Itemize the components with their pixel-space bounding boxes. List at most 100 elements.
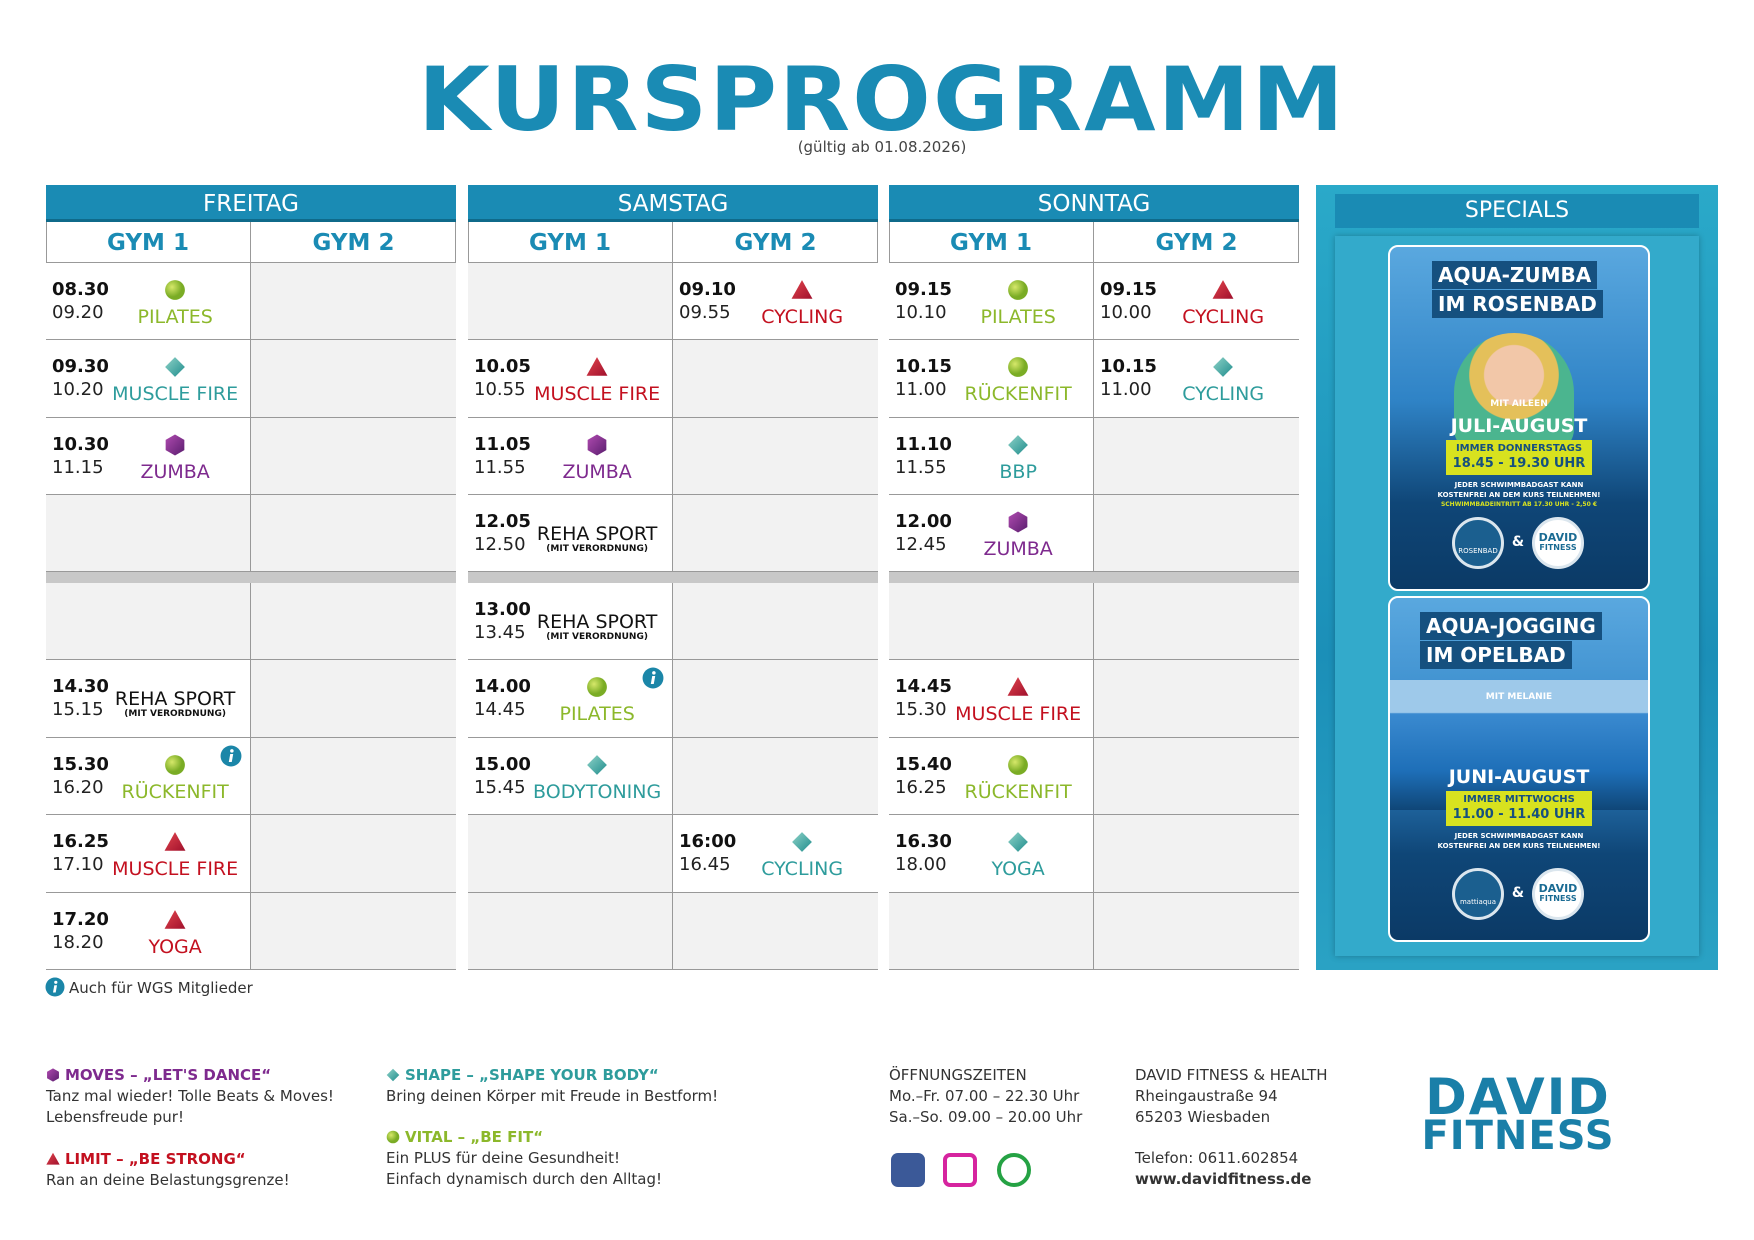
- end-time: 16.20: [52, 776, 104, 798]
- slot: [46, 494, 251, 573]
- end-time: 12.45: [895, 533, 947, 555]
- special-card: AQUA-JOGGING IM OPELBAD MIT MELANIE JUNI-AU…: [1388, 596, 1650, 942]
- legend-line: Einfach dynamisch durch den Alltag!: [386, 1170, 662, 1188]
- category-icon: [587, 434, 607, 456]
- course: CYCLING: [761, 306, 844, 328]
- course-note: (MIT VERORDNUNG): [546, 632, 648, 642]
- special-day: IMMER DONNERSTAGS: [1455, 443, 1583, 454]
- special-card: AQUA-ZUMBA IM ROSENBAD MIT AILEEN JULI-AUGU…: [1388, 245, 1650, 591]
- start-time: 14.00: [474, 676, 531, 698]
- slot: 16.25 17.10 MUSCLE FIRE: [46, 815, 251, 893]
- category-icon: [386, 1130, 400, 1144]
- legend-line: Ran an deine Belastungsgrenze!: [46, 1171, 290, 1189]
- end-time: 09.55: [679, 302, 731, 323]
- slot: [251, 494, 456, 573]
- category-icon: [1008, 754, 1029, 775]
- start-time: 12.00: [895, 510, 952, 532]
- slot: [251, 737, 456, 816]
- course: ZUMBA: [983, 537, 1053, 560]
- day-header: SAMSTAG: [468, 185, 878, 222]
- slot: 10.05 10.55 MUSCLE FIRE: [468, 340, 673, 418]
- slot: [673, 892, 878, 970]
- slot: 12.05 12.50 REHA SPORT (MIT VERORDNUNG): [468, 494, 673, 573]
- contact-name: DAVID FITNESS & HEALTH: [1135, 1066, 1328, 1084]
- course: CYCLING: [1182, 383, 1265, 406]
- brand-logo: DAVID FITNESS: [1532, 517, 1584, 569]
- category-icon: [587, 754, 608, 775]
- slot: 10.15 11.00 CYCLING: [1094, 340, 1299, 418]
- slot: 16.30 18.00 YOGA: [889, 815, 1094, 893]
- whatsapp-icon: [997, 1153, 1031, 1187]
- course-note: (MIT VERORDNUNG): [546, 543, 648, 554]
- course: MUSCLE FIRE: [112, 383, 239, 406]
- slot: 09.15 10.00 CYCLING: [1094, 263, 1299, 341]
- subtitle: (gültig ab 01.08.2026): [797, 138, 967, 156]
- start-time: 10.05: [474, 356, 531, 378]
- footnote: Auch für WGS Mitglieder: [69, 979, 253, 997]
- end-time: 10.20: [52, 379, 104, 401]
- slot: 12.00 12.45 ZUMBA: [889, 494, 1094, 573]
- gym-header: GYM 1: [468, 222, 673, 263]
- category-icon: [1008, 357, 1029, 378]
- slot: [46, 583, 251, 661]
- end-time: 14.45: [474, 699, 526, 721]
- brand-logo: DAVID FITNESS: [1532, 868, 1584, 920]
- category-icon: [1007, 677, 1029, 697]
- slot: [468, 815, 673, 893]
- start-time: 16:00: [679, 831, 737, 853]
- gym-header: GYM 2: [673, 222, 878, 263]
- partner-logo: mattiaqua: [1452, 868, 1504, 920]
- slot: [673, 737, 878, 816]
- start-time: 11.05: [474, 433, 531, 455]
- course: MUSCLE FIRE: [955, 703, 1082, 726]
- course: REHA SPORT: [536, 522, 658, 545]
- slot: [673, 660, 878, 738]
- special-instructor: MIT MELANIE: [1485, 692, 1553, 702]
- facebook-icon: [891, 1153, 925, 1187]
- hours-title: ÖFFNUNGSZEITEN: [889, 1066, 1027, 1084]
- slot: [251, 660, 456, 738]
- brand-line: FITNESS: [1539, 894, 1577, 903]
- course: YOGA: [991, 858, 1045, 881]
- brand-line: FITNESS: [1539, 543, 1577, 552]
- slot: [1094, 583, 1299, 661]
- category-icon: [165, 434, 185, 456]
- slot: 15.40 16.25 RÜCKENFIT: [889, 737, 1094, 816]
- slot: 10.30 11.15 ZUMBA: [46, 417, 251, 495]
- end-time: 10.00: [1100, 302, 1152, 323]
- slot: 14.30 15.15 REHA SPORT (MIT VERORDNUNG): [46, 660, 251, 738]
- legend-title: MOVES – „LET'S DANCE“: [65, 1066, 272, 1084]
- end-time: 18.00: [895, 854, 947, 876]
- gym-header: GYM 1: [889, 222, 1094, 263]
- legend-line: Bring deinen Körper mit Freude in Bestfo…: [386, 1087, 719, 1105]
- end-time: 15.45: [474, 776, 526, 798]
- course: REHA SPORT: [114, 688, 236, 711]
- course: MUSCLE FIRE: [534, 383, 661, 406]
- special-note: JEDER SCHWIMMBADGAST KANN: [1454, 481, 1584, 489]
- slot: 10.15 11.00 RÜCKENFIT: [889, 340, 1094, 418]
- slot: [251, 263, 456, 341]
- start-time: 10.30: [52, 433, 109, 455]
- slot: 13.00 13.45 REHA SPORT (MIT VERORDNUNG): [468, 583, 673, 661]
- end-time: 16.25: [895, 776, 947, 798]
- start-time: 14.45: [895, 676, 952, 698]
- category-icon: [1008, 511, 1028, 533]
- specials-title: SPECIALS: [1335, 194, 1699, 228]
- category-icon: [165, 280, 186, 300]
- legend-line: Tanz mal wieder! Tolle Beats & Moves!: [46, 1087, 334, 1105]
- slot: [251, 340, 456, 418]
- course: PILATES: [559, 703, 635, 726]
- course: RÜCKENFIT: [121, 780, 229, 803]
- contact-address: 65203 Wiesbaden: [1135, 1108, 1271, 1126]
- slot: 11.05 11.55 ZUMBA: [468, 417, 673, 495]
- category-icon: [587, 677, 608, 698]
- category-icon: [220, 745, 242, 767]
- category-icon: [642, 667, 664, 689]
- slot: [468, 263, 673, 341]
- course: RÜCKENFIT: [964, 383, 1072, 406]
- slot: 16:00 16.45 CYCLING: [673, 815, 878, 893]
- slot: [1094, 892, 1299, 970]
- start-time: 16.30: [895, 831, 952, 853]
- logo-and: &: [1511, 534, 1525, 550]
- instagram-icon: [943, 1153, 977, 1187]
